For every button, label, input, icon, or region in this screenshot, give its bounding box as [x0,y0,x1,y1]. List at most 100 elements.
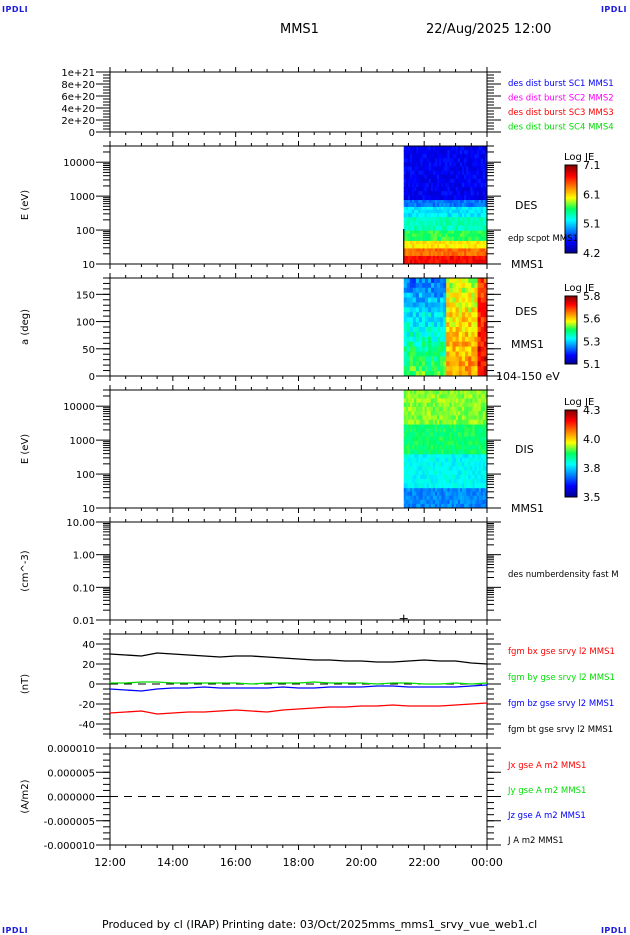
dis-energy-ytick-label: 10 [82,504,95,515]
heatmap-cell [451,178,455,184]
heatmap-cell [432,453,436,459]
heatmap-cell [430,170,434,176]
heatmap-cell [412,487,415,493]
heatmap-cell [455,307,460,313]
heatmap-cell [441,491,444,497]
heatmap-cell [476,158,480,164]
heatmap-cell [462,259,465,264]
heatmap-cell [426,449,430,455]
heatmap-cell [424,487,428,493]
heatmap-cell [424,415,428,421]
heatmap-cell [412,423,415,429]
heatmap-cell [409,199,413,204]
heatmap-cell [409,216,413,222]
heatmap-cell [471,366,476,372]
heatmap-cell [409,474,413,480]
heatmap-cell [420,233,424,238]
heatmap-cell [447,230,451,235]
heatmap-cell [468,445,471,450]
heatmap-cell [424,327,429,333]
heatmap-cell [418,146,421,151]
heatmap-cell [430,415,434,421]
heatmap-cell [412,398,415,404]
heatmap-cell [403,236,407,241]
heatmap-cell [462,251,465,256]
heatmap-cell [457,466,461,472]
heatmap-cell [453,394,457,400]
heatmap-cell [447,150,451,155]
heatmap-cell [430,491,434,497]
heatmap-cell [480,146,484,151]
heatmap-cell [403,302,408,308]
heatmap-cell [457,457,461,463]
heatmap-cell [483,341,487,348]
heatmap-cell [449,287,454,294]
heatmap-cell [424,361,429,367]
heatmap-cell [420,487,424,493]
heatmap-cell [484,244,487,249]
fgm-series-bz [109,684,488,692]
heatmap-cell [409,346,414,353]
heatmap-cell [422,209,426,214]
heatmap-cell [482,209,486,214]
heatmap-cell [422,390,426,395]
heatmap-cell [466,457,469,463]
heatmap-cell [421,371,426,376]
heatmap-cell [430,216,434,222]
heatmap-cell [480,292,485,299]
heatmap-cell [441,236,444,241]
heatmap-cell [457,474,461,480]
heatmap-cell [449,259,453,264]
heatmap-cell [443,495,446,501]
heatmap-cell [403,213,407,218]
heatmap-cell [459,146,463,151]
heatmap-cell [416,423,419,429]
heatmap-cell [468,351,472,357]
heatmap-cell [451,398,455,404]
heatmap-cell [427,346,432,353]
heatmap-cell [443,453,446,459]
heatmap-cell [416,187,419,192]
heatmap-cell [403,346,408,353]
heatmap-cell [409,178,413,184]
heatmap-cell [430,233,434,238]
heatmap-cell [405,206,409,211]
heatmap-cell [447,174,451,180]
heatmap-cell [409,259,413,264]
heatmap-cell [449,366,454,372]
heatmap-cell [432,457,436,463]
heatmap-cell [432,474,436,480]
heatmap-cell [420,474,424,480]
heatmap-cell [455,247,459,253]
heatmap-cell [457,230,461,235]
heatmap-cell [477,336,482,343]
heatmap-cell [412,312,417,318]
heatmap-cell [477,297,482,304]
heatmap-cell [455,259,459,264]
heatmap-cell [418,398,421,404]
heatmap-cell [439,428,442,434]
heatmap-cell [457,154,461,159]
des-energy-colorbar-tick: 5.1 [583,218,601,231]
heatmap-cell [484,428,487,434]
heatmap-cell [449,297,454,304]
heatmap-cell [426,150,430,155]
heatmap-cell [455,336,460,343]
heatmap-cell [462,158,465,164]
heatmap-cell [409,240,413,245]
heatmap-cell [403,240,407,245]
heatmap-cell [434,158,438,164]
heatmap-cell [484,436,487,442]
heatmap-cell [459,221,463,227]
heatmap-cell [405,213,409,218]
heatmap-cell [439,449,442,455]
heatmap-cell [409,174,413,180]
heatmap-cell [414,166,417,172]
heatmap-cell [466,474,469,480]
heatmap-cell [464,466,467,472]
heatmap-cell [474,479,478,484]
heatmap-cell [420,445,424,450]
heatmap-cell [443,466,446,472]
heatmap-cell [424,158,428,164]
heatmap-cell [464,479,467,484]
